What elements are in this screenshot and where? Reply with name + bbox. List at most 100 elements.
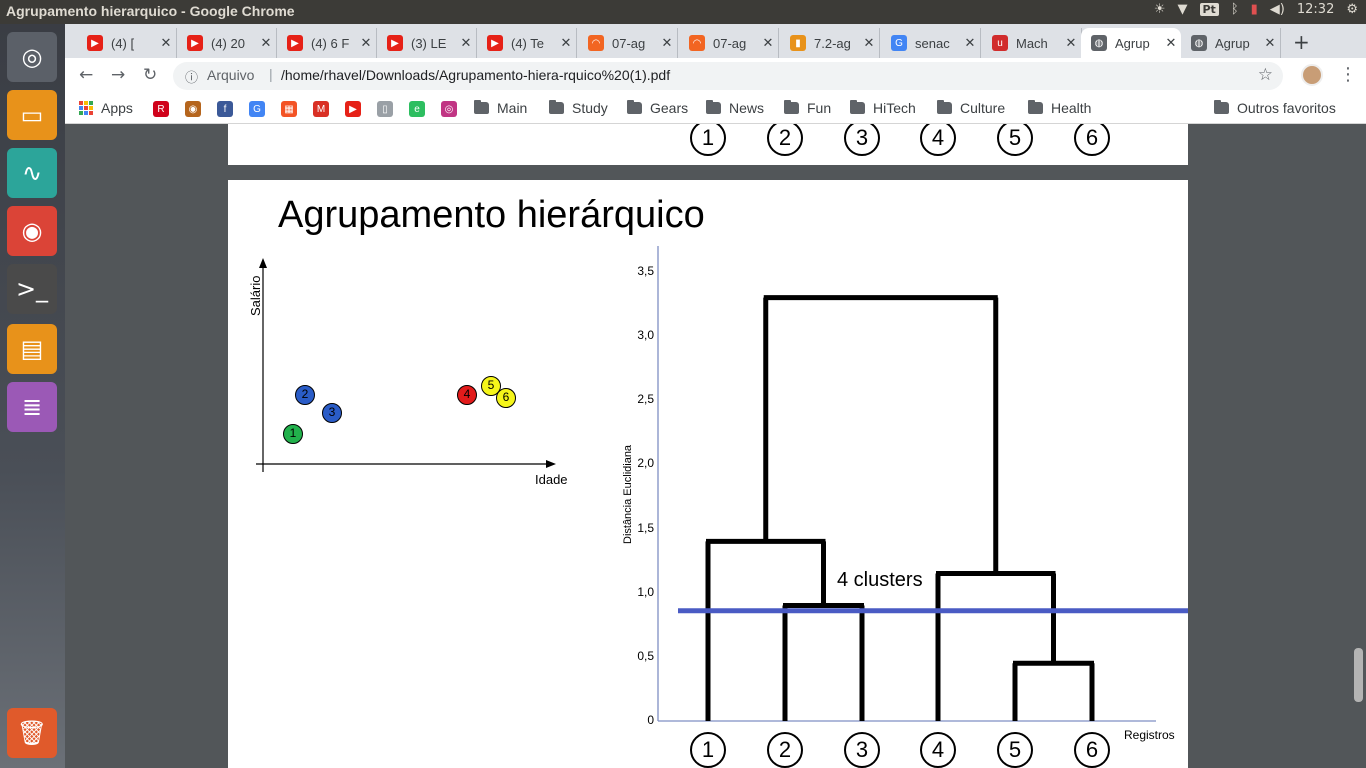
- bookmark-folder-gears[interactable]: Gears: [627, 100, 688, 116]
- system-top-bar: Agrupamento hierarquico - Google Chrome …: [0, 0, 1366, 24]
- scrollbar-thumb[interactable]: [1354, 648, 1363, 702]
- tab-close-icon[interactable]: ✕: [762, 35, 774, 50]
- scatter-axes: [256, 258, 556, 472]
- dendrogram-chart: 3,5 3,0 2,5 2,0 1,5 1,0 0,5 0 Distância Euclidi…: [608, 180, 1188, 768]
- tab-close-icon[interactable]: ✕: [560, 35, 572, 50]
- dendrogram-leaf-5: 5: [997, 732, 1033, 768]
- tab-8[interactable]: ▮ 7.2-ag ✕: [780, 28, 880, 58]
- tab-favicon-icon: u: [992, 35, 1008, 51]
- bookmark-star-icon[interactable]: ☆: [1257, 65, 1273, 84]
- bookmark-folder-health[interactable]: Health: [1028, 100, 1091, 116]
- bookmark-facebook-icon[interactable]: f: [217, 101, 233, 117]
- tab-close-icon[interactable]: ✕: [1264, 35, 1276, 50]
- tab-2[interactable]: ▶ (4) 20 ✕: [177, 28, 277, 58]
- bookmark-apps[interactable]: Apps: [79, 100, 133, 116]
- info-icon[interactable]: ⓘ: [185, 70, 199, 85]
- reload-icon[interactable]: ↻: [143, 65, 158, 85]
- chrome-icon[interactable]: ◉: [7, 206, 57, 256]
- folder-icon: [784, 100, 799, 114]
- new-tab-button[interactable]: +: [1293, 30, 1310, 54]
- bookmark-microsoft-icon[interactable]: ▦: [281, 101, 297, 117]
- bluetooth-icon[interactable]: ᛒ: [1230, 2, 1239, 17]
- profile-avatar[interactable]: [1301, 64, 1323, 86]
- back-icon[interactable]: ←: [79, 65, 94, 85]
- system-monitor-icon[interactable]: ∿: [7, 148, 57, 198]
- gear-icon[interactable]: ⚙: [1346, 2, 1358, 17]
- bookmark-other-label: Outros favoritos: [1237, 100, 1336, 116]
- apps-grid-icon: [79, 101, 93, 115]
- trash-icon[interactable]: 🗑: [7, 708, 57, 758]
- scatter-point-6: 6: [496, 388, 516, 408]
- bookmark-apps-label: Apps: [101, 100, 133, 116]
- chrome-menu-icon[interactable]: ⋮: [1339, 64, 1357, 85]
- scatter-point-1: 1: [283, 424, 303, 444]
- bookmark-evernote-icon[interactable]: e: [409, 101, 425, 117]
- files-icon[interactable]: ▭: [7, 90, 57, 140]
- bookmark-instagram-icon[interactable]: ◎: [441, 101, 457, 117]
- bookmark-folder-fun[interactable]: Fun: [784, 100, 831, 116]
- dendrogram-y-tick: 2,5: [637, 392, 654, 407]
- tab-close-icon[interactable]: ✕: [964, 35, 976, 50]
- ubuntu-dash-icon[interactable]: ◎: [7, 32, 57, 82]
- bookmark-other-favorites[interactable]: Outros favoritos: [1214, 100, 1336, 116]
- bookmark-folder-hitech[interactable]: HiTech: [850, 100, 916, 116]
- tab-close-icon[interactable]: ✕: [260, 35, 272, 50]
- terminal-icon[interactable]: >_: [7, 264, 57, 314]
- tab-close-icon[interactable]: ✕: [863, 35, 875, 50]
- address-url[interactable]: /home/rhavel/Downloads/Agrupamento-hiera…: [281, 67, 671, 83]
- cut-label: 4 clusters: [837, 569, 923, 591]
- tab-10[interactable]: u Mach ✕: [982, 28, 1082, 58]
- tab-favicon-icon: ◍: [1091, 35, 1107, 51]
- archive-icon[interactable]: ▤: [7, 324, 57, 374]
- tab-1[interactable]: ▶ (4) [✕: [77, 28, 177, 58]
- bookmark-gmail-icon[interactable]: M: [313, 101, 329, 117]
- tab-close-icon[interactable]: ✕: [661, 35, 673, 50]
- address-bar[interactable]: ⓘ Arquivo | /home/rhavel/Downloads/Agrup…: [173, 62, 1283, 90]
- tab-11[interactable]: ◍ Agrup ✕: [1081, 28, 1181, 58]
- bookmark-globe-icon[interactable]: ◉: [185, 101, 201, 117]
- dendrogram-leaf-4: 4: [920, 732, 956, 768]
- tab-6[interactable]: ◠ 07-ag ✕: [578, 28, 678, 58]
- tab-label: 07-ag: [612, 35, 646, 51]
- bookmark-youtube-icon[interactable]: ▶: [345, 101, 361, 117]
- tab-label: 07-ag: [713, 35, 747, 51]
- tab-close-icon[interactable]: ✕: [460, 35, 472, 50]
- tab-favicon-icon: ◍: [1191, 35, 1207, 51]
- bookmark-folder-label: Main: [497, 100, 528, 116]
- bookmark-folder-news[interactable]: News: [706, 100, 764, 116]
- text-editor-icon[interactable]: ≣: [7, 382, 57, 432]
- bookmark-reader-icon[interactable]: ▯: [377, 101, 393, 117]
- dendrogram-y-tick: 0,5: [637, 648, 654, 663]
- clock[interactable]: 12:32: [1296, 2, 1335, 17]
- slide-title: Agrupamento hierárquico: [278, 194, 705, 236]
- tab-close-icon[interactable]: ✕: [160, 35, 172, 50]
- system-tray: ☀ ▼ Pt ᛒ ▮ ◀) 12:32 ⚙: [1154, 2, 1358, 17]
- register-circle: 4: [920, 124, 956, 156]
- tab-favicon-icon: ▶: [187, 35, 203, 51]
- bookmark-folder-study[interactable]: Study: [549, 100, 608, 116]
- tab-4[interactable]: ▶ (3) LE ✕: [377, 28, 477, 58]
- tab-7[interactable]: ◠ 07-ag ✕: [679, 28, 779, 58]
- battery-icon[interactable]: ▮: [1250, 2, 1258, 17]
- tab-close-icon[interactable]: ✕: [360, 35, 372, 50]
- forward-icon[interactable]: →: [111, 65, 126, 85]
- volume-icon[interactable]: ◀): [1269, 2, 1285, 17]
- tab-close-icon[interactable]: ✕: [1165, 35, 1177, 50]
- bookmark-translate-icon[interactable]: G: [249, 101, 265, 117]
- tab-12[interactable]: ◍ Agrup ✕: [1181, 28, 1281, 58]
- keyboard-layout[interactable]: Pt: [1199, 3, 1219, 16]
- folder-icon: [1214, 100, 1229, 114]
- address-separator: |: [269, 66, 273, 82]
- bookmark-r-icon[interactable]: R: [153, 101, 169, 117]
- bookmark-folder-main[interactable]: Main: [474, 100, 527, 116]
- tab-5[interactable]: ▶ (4) Te ✕: [477, 28, 577, 58]
- folder-icon: [549, 100, 564, 114]
- folder-icon: [627, 100, 642, 114]
- bookmark-folder-culture[interactable]: Culture: [937, 100, 1005, 116]
- wifi-icon[interactable]: ▼: [1177, 2, 1188, 17]
- tab-close-icon[interactable]: ✕: [1065, 35, 1077, 50]
- tab-3[interactable]: ▶ (4) 6 F ✕: [277, 28, 377, 58]
- brightness-icon[interactable]: ☀: [1153, 2, 1166, 17]
